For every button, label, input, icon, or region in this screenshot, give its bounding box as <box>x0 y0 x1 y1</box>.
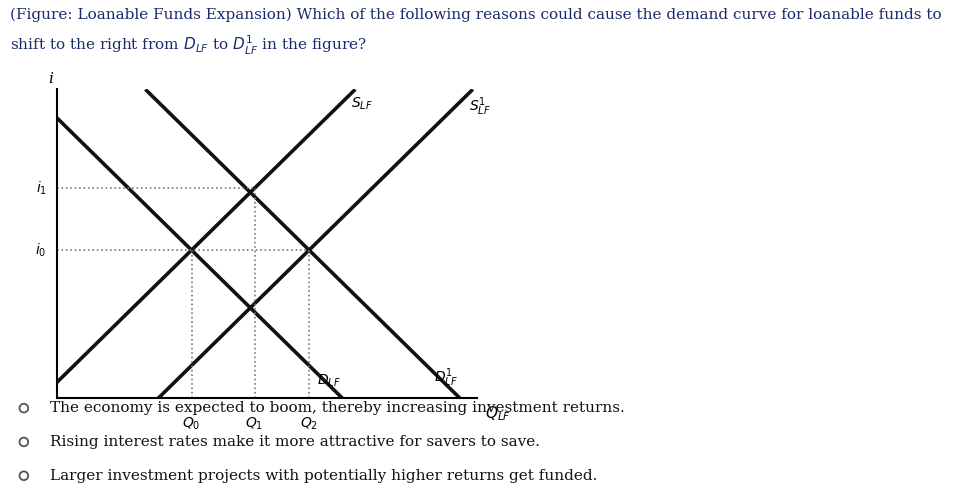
Text: Rising interest rates make it more attractive for savers to save.: Rising interest rates make it more attra… <box>50 435 539 449</box>
Text: Larger investment projects with potentially higher returns get funded.: Larger investment projects with potentia… <box>50 469 597 483</box>
Text: $S_{LF}$: $S_{LF}$ <box>351 96 373 112</box>
Text: (Figure: Loanable Funds Expansion) Which of the following reasons could cause th: (Figure: Loanable Funds Expansion) Which… <box>10 7 941 22</box>
Text: $S^{1}_{LF}$: $S^{1}_{LF}$ <box>468 96 490 118</box>
Text: $Q_1$: $Q_1$ <box>245 415 263 432</box>
Text: $D_{LF}$: $D_{LF}$ <box>316 373 340 389</box>
Text: $i_1$: $i_1$ <box>35 180 47 197</box>
Text: The economy is expected to boom, thereby increasing investment returns.: The economy is expected to boom, thereby… <box>50 401 623 415</box>
Text: $Q_0$: $Q_0$ <box>182 415 200 432</box>
Text: i: i <box>49 72 53 86</box>
Text: $D^{1}_{LF}$: $D^{1}_{LF}$ <box>434 367 457 389</box>
Text: $Q_{LF}$: $Q_{LF}$ <box>485 405 511 423</box>
Text: $i_0$: $i_0$ <box>35 242 47 259</box>
Text: shift to the right from $D_{LF}$ to $D^{1}_{LF}$ in the figure?: shift to the right from $D_{LF}$ to $D^{… <box>10 34 366 57</box>
Text: $Q_2$: $Q_2$ <box>299 415 318 432</box>
